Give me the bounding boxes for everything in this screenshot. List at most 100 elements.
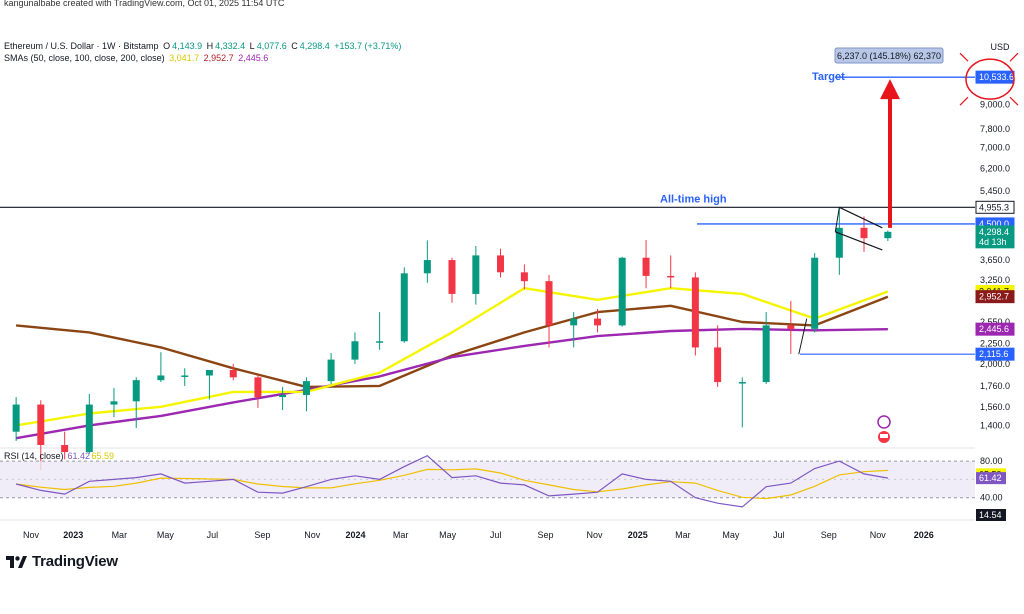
highlight-tick-mark xyxy=(959,52,969,62)
rsi-legend-value: 61.42 xyxy=(68,451,91,461)
candle-body xyxy=(787,325,795,329)
highlight-tick-mark xyxy=(1009,52,1019,62)
ohlc-high: 4,332.4 xyxy=(215,41,246,51)
rsi-badge xyxy=(976,509,1006,521)
candle-body xyxy=(157,375,165,381)
candles xyxy=(12,207,892,471)
time-tick-label: Sep xyxy=(821,530,837,540)
sma-legend-row: SMAs (50, close, 100, close, 200, close)… xyxy=(4,53,270,63)
flag-upper-line xyxy=(839,206,883,229)
time-tick-label: 2023 xyxy=(63,530,83,540)
candle-body xyxy=(594,318,602,326)
flag-lower-line xyxy=(835,231,883,251)
rsi-tick-label: 40.00 xyxy=(980,493,1003,503)
price-badge xyxy=(975,200,1015,214)
candle-body xyxy=(37,404,45,445)
price-tick-label: 2,000.0 xyxy=(980,359,1010,369)
ohlc-low: 4,077.6 xyxy=(256,41,287,51)
candle-body xyxy=(181,375,189,377)
time-tick-label: Nov xyxy=(304,530,321,540)
idea-marker-icon xyxy=(877,415,891,429)
price-badge xyxy=(975,290,1015,304)
candle-body xyxy=(254,377,262,398)
horizontal-levels xyxy=(0,76,975,355)
price-tick-label: 7,800.0 xyxy=(980,124,1010,134)
rsi-badge-label: 61.42 xyxy=(979,473,1002,483)
rsi-panel: RSI (14, close)61.4265.5980.0040.0065.59… xyxy=(0,451,1006,521)
price-badge xyxy=(975,322,1015,336)
time-tick-label: Nov xyxy=(870,530,887,540)
price-badge xyxy=(975,225,1015,249)
time-tick-label: May xyxy=(439,530,457,540)
rsi-badge xyxy=(976,472,1006,485)
time-tick-label: Mar xyxy=(112,530,128,540)
sma50-line xyxy=(15,287,889,427)
measure-box xyxy=(834,47,944,64)
candle-body xyxy=(811,257,819,329)
price-tick-label: 3,250.0 xyxy=(980,275,1010,285)
candle-body xyxy=(860,227,868,239)
candle-body xyxy=(12,404,20,432)
candle-body xyxy=(884,231,892,239)
ohlc-close: 4,298.4 xyxy=(299,41,330,51)
candle-body xyxy=(545,281,553,326)
sma200-line xyxy=(15,327,888,440)
sma100-legend-value: 2,952.7 xyxy=(203,53,234,63)
time-tick-label: 2026 xyxy=(914,530,934,540)
countdown-label: 4d 13h xyxy=(979,237,1007,247)
candle-body xyxy=(738,382,746,384)
candle-body xyxy=(229,370,237,378)
sma50-legend-value: 3,041.7 xyxy=(169,53,200,63)
candle-body xyxy=(327,359,335,382)
time-tick-label: May xyxy=(722,530,740,540)
rsi-legend-label: RSI (14, close) xyxy=(4,451,64,461)
price-tick-label: 5,450.0 xyxy=(980,186,1010,196)
ohlc-open: 4,143.9 xyxy=(172,41,203,51)
time-tick-label: Mar xyxy=(393,530,409,540)
candle-body xyxy=(448,260,456,294)
candle-body xyxy=(302,381,310,396)
candle-body xyxy=(762,325,770,383)
rsi-ma-legend-value: 65.59 xyxy=(92,451,115,461)
price-tick-label: 2,250.0 xyxy=(980,339,1010,349)
candle-body xyxy=(423,260,431,274)
highlight-tick-mark xyxy=(959,96,969,106)
candle-body xyxy=(132,380,140,402)
candle-body xyxy=(400,273,408,342)
time-tick-label: Nov xyxy=(23,530,40,540)
candle-body xyxy=(835,227,843,258)
time-axis: Nov 2023 Mar May Jul Sep Nov 2024 Mar May Jul Sep No… xyxy=(23,530,934,540)
rsi-ma-line xyxy=(16,468,888,500)
price-badge-label: 2,115.6 xyxy=(979,349,1008,359)
ohlc-close-label: C xyxy=(291,41,298,51)
candle-body xyxy=(714,347,722,383)
candle-body xyxy=(351,341,359,360)
price-badge-label: 4,955.3 xyxy=(979,202,1009,212)
candle-body xyxy=(618,257,626,326)
candle-body xyxy=(110,401,118,405)
price-tick-label: 1,760.0 xyxy=(980,381,1010,391)
price-tick-label: 3,650.0 xyxy=(980,255,1010,265)
tradingview-logo[interactable]: TradingView xyxy=(6,553,118,570)
annotations: All-time high Target 6,237.0 (145.18%) 62,… xyxy=(660,47,944,443)
time-tick-label: Jul xyxy=(207,530,219,540)
symbol-title[interactable]: Ethereum / U.S. Dollar · 1W · Bitstamp xyxy=(4,41,159,51)
price-tick-label: 1,560.0 xyxy=(980,402,1010,412)
measure-label: 6,237.0 (145.18%) 62,370 xyxy=(837,51,941,61)
candle-body xyxy=(85,404,93,453)
price-badge-label: 4,500.0 xyxy=(979,219,1009,229)
flag-left-line xyxy=(834,207,840,232)
price-tick-label: 2,550.0 xyxy=(980,317,1010,327)
sma-legend-label[interactable]: SMAs (50, close, 100, close, 200, close) xyxy=(4,53,165,63)
candle-body xyxy=(205,370,213,376)
event-marker-glyph xyxy=(880,434,888,438)
time-tick-label: 2024 xyxy=(345,530,365,540)
price-tick-label: 1,400.0 xyxy=(980,420,1010,430)
candle-body xyxy=(61,445,69,453)
time-tick-label: Jul xyxy=(773,530,785,540)
candle-body xyxy=(520,272,528,282)
candle-body xyxy=(691,277,699,348)
time-tick-label: 2025 xyxy=(628,530,648,540)
all-time-high-label: All-time high xyxy=(660,193,727,205)
